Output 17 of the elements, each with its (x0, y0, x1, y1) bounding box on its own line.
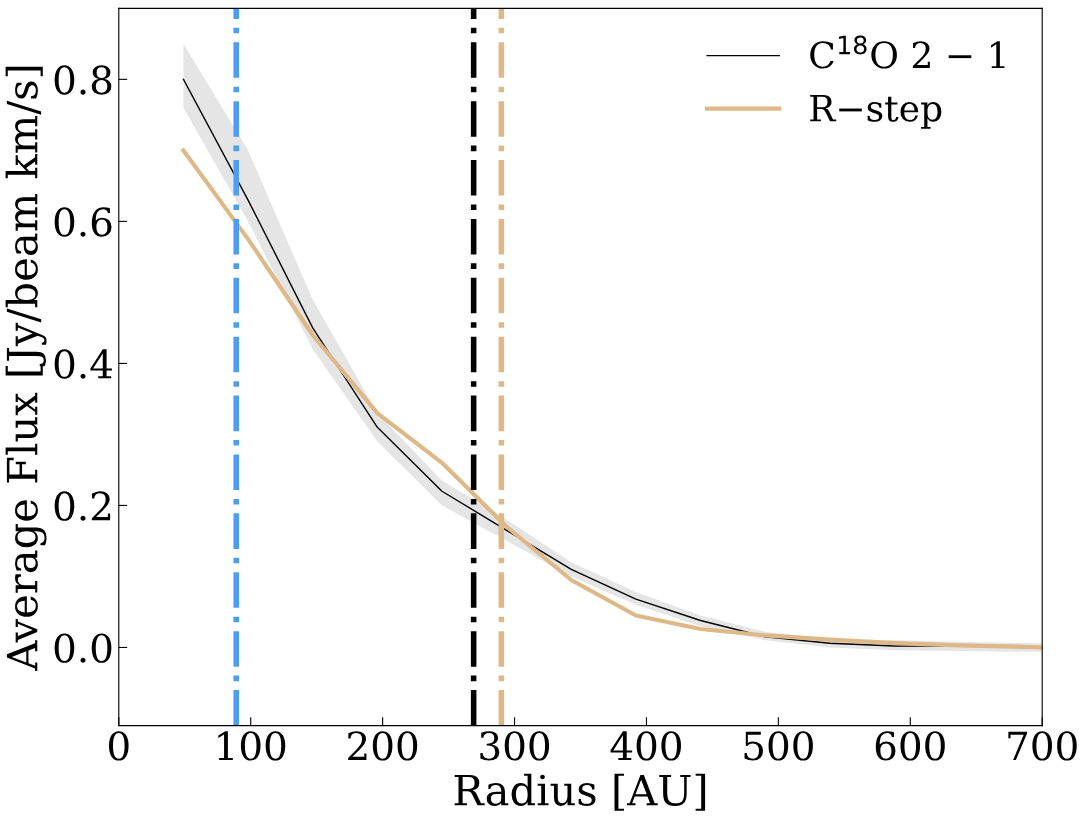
legend-label: C$^{18}$O 2 − 1 (810, 35, 1005, 69)
x-tick-label: 0 (108, 731, 129, 761)
y-tick-label: 0.0 (54, 633, 112, 663)
y-axis-title: Average Flux [Jy/beam km/s] (5, 66, 47, 672)
legend-label: R−step (810, 94, 942, 129)
x-tick-label: 600 (875, 731, 945, 761)
y-tick-label: 0.4 (54, 349, 112, 379)
x-tick-label: 200 (348, 731, 418, 761)
x-tick-label: 100 (218, 731, 286, 761)
x-tick-label: 300 (480, 731, 550, 761)
x-tick-label: 700 (1008, 731, 1077, 761)
y-tick-label: 0.2 (54, 491, 111, 521)
x-tick-label: 400 (610, 731, 681, 761)
y-tick-label: 0.6 (54, 207, 112, 237)
x-tick-label: 500 (744, 731, 813, 761)
x-axis-title: Radius [AU] (454, 773, 706, 811)
y-tick-label: 0.8 (54, 65, 112, 95)
